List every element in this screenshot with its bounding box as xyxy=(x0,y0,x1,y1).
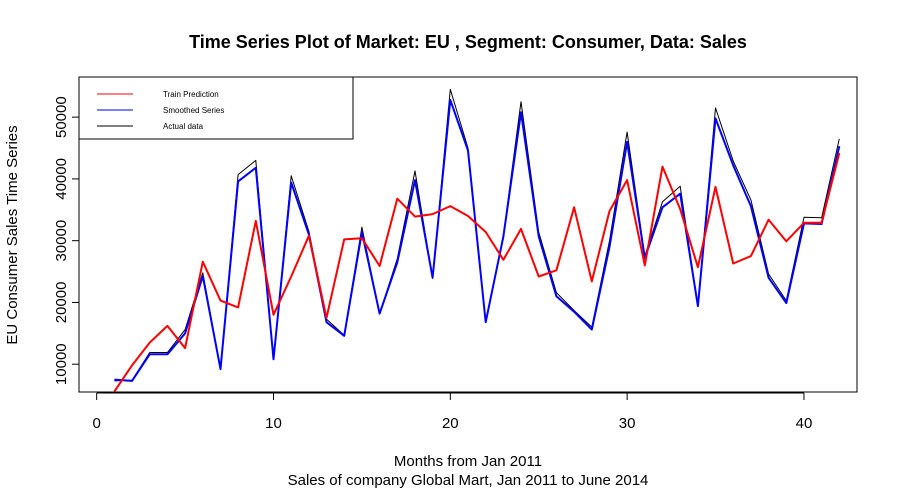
legend: Train Prediction Smoothed Series Actual … xyxy=(78,76,354,140)
y-tick-label: 20000 xyxy=(53,282,70,324)
chart-title: Time Series Plot of Market: EU , Segment… xyxy=(189,32,747,52)
x-axis-sublabel: Sales of company Global Mart, Jan 2011 t… xyxy=(288,472,649,489)
y-axis: 10000 20000 30000 40000 50000 xyxy=(53,96,80,385)
y-tick-label: 30000 xyxy=(53,220,70,262)
x-tick-label: 0 xyxy=(93,415,101,432)
x-tick-label: 20 xyxy=(442,415,459,432)
legend-label-train-prediction: Train Prediction xyxy=(163,90,219,99)
legend-box xyxy=(78,76,354,140)
y-axis-label: EU Consumer Sales Time Series xyxy=(4,125,21,344)
x-tick-label: 10 xyxy=(265,415,282,432)
legend-label-smoothed-series: Smoothed Series xyxy=(163,106,224,115)
x-axis: 0 10 20 30 40 xyxy=(93,392,813,432)
series-line-smoothed-series xyxy=(114,98,841,382)
y-tick-label: 40000 xyxy=(53,158,70,200)
series-line-train-prediction xyxy=(113,152,841,392)
y-tick-label: 10000 xyxy=(53,343,70,385)
y-tick-label: 50000 xyxy=(53,96,70,138)
legend-label-actual-data: Actual data xyxy=(163,122,204,131)
x-axis-label: Months from Jan 2011 xyxy=(394,453,542,470)
series-layer xyxy=(113,88,841,392)
x-tick-label: 40 xyxy=(796,415,813,432)
x-tick-label: 30 xyxy=(619,415,636,432)
